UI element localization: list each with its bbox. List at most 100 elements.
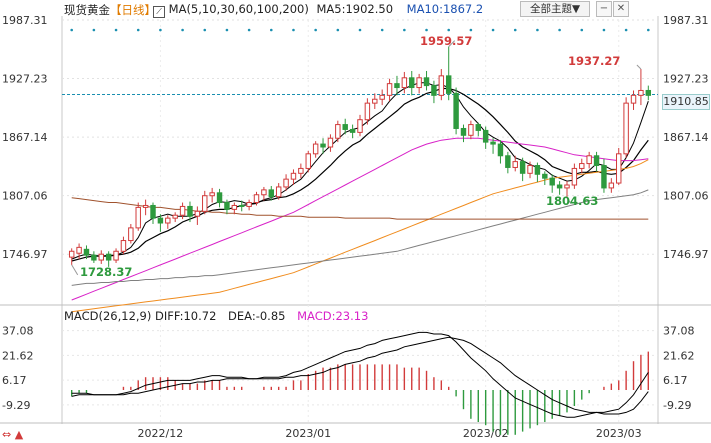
event-dot bbox=[380, 28, 384, 32]
candle-body bbox=[209, 192, 215, 197]
event-dot bbox=[136, 28, 140, 32]
event-dot bbox=[403, 28, 406, 32]
candle-body bbox=[394, 83, 400, 89]
candle-body bbox=[268, 189, 275, 198]
event-dot bbox=[580, 28, 584, 32]
candle-body bbox=[601, 165, 607, 189]
candle-body bbox=[379, 94, 385, 100]
macd-ytick-right: 37.08 bbox=[663, 325, 695, 338]
instrument-name: 现货黄金 bbox=[64, 3, 110, 17]
candle-body bbox=[401, 77, 408, 89]
candle-body bbox=[645, 89, 652, 96]
high-marker-1 bbox=[448, 40, 456, 47]
candle-body bbox=[165, 217, 171, 224]
main-ytick-left: 1927.23 bbox=[2, 73, 48, 86]
candle-body bbox=[623, 102, 629, 155]
annotation-low-1: 1728.37 bbox=[80, 265, 133, 279]
annotation-low-2: 1804.63 bbox=[546, 194, 599, 208]
macd-ytick-right: -9.29 bbox=[663, 399, 691, 412]
ma-line-ma60 bbox=[71, 159, 649, 313]
ma10-value: MA10:1867.2 bbox=[406, 2, 484, 16]
event-dot bbox=[92, 28, 96, 32]
macd-legend: MACD(26,12,9) DIFF:10.72 DEA:-0.85 MACD:… bbox=[64, 309, 368, 323]
macd-ytick-left: 37.08 bbox=[2, 325, 34, 338]
candle-body bbox=[113, 250, 119, 261]
macd-ytick-right: 6.17 bbox=[663, 374, 688, 387]
main-ytick-right: 1987.31 bbox=[663, 14, 709, 27]
candle-body bbox=[261, 189, 267, 196]
candle-body bbox=[549, 177, 555, 186]
candle-body bbox=[409, 77, 415, 89]
main-ytick-left: 1746.97 bbox=[2, 248, 48, 261]
candle-body bbox=[542, 173, 548, 179]
event-dot bbox=[269, 28, 273, 32]
candle-body bbox=[342, 124, 348, 130]
candle-body bbox=[283, 178, 289, 188]
low-marker-2 bbox=[566, 197, 572, 204]
candle-body bbox=[616, 153, 622, 184]
annotation-high-1: 1959.57 bbox=[420, 34, 473, 48]
candle-body bbox=[608, 182, 615, 189]
candle-body bbox=[505, 155, 511, 168]
bottom-nav-icons[interactable]: ⇔ ▲ bbox=[2, 428, 24, 441]
candle-body bbox=[320, 143, 326, 148]
candle-body bbox=[91, 254, 97, 261]
close-button[interactable]: ✕ bbox=[613, 1, 629, 17]
candle-body bbox=[312, 143, 319, 155]
theme-dropdown-button[interactable]: 全部主题▼ bbox=[520, 1, 590, 17]
candle-body bbox=[246, 202, 252, 207]
candle-body bbox=[327, 137, 334, 148]
candle-body bbox=[527, 165, 533, 174]
macd-value: MACD:23.13 bbox=[297, 309, 369, 323]
candle-body bbox=[305, 153, 311, 169]
main-ytick-left: 1867.14 bbox=[2, 131, 48, 144]
ma-params: MA(5,10,30,60,100,200) bbox=[168, 2, 309, 16]
candle-body bbox=[202, 195, 208, 212]
candle-body bbox=[298, 167, 304, 174]
candle-body bbox=[586, 155, 592, 165]
event-dot bbox=[536, 28, 539, 32]
macd-ytick-left: 6.17 bbox=[2, 374, 27, 387]
event-dot bbox=[181, 28, 184, 32]
macd-diff: DIFF:10.72 bbox=[155, 309, 217, 323]
macd-dea: DEA:-0.85 bbox=[228, 309, 286, 323]
main-ytick-left: 1807.06 bbox=[2, 190, 48, 203]
period-label[interactable]: 【日线】 bbox=[110, 3, 156, 17]
candle-body bbox=[290, 172, 297, 180]
xtick-label: 2023/03 bbox=[596, 427, 642, 440]
macd-line-dea bbox=[71, 336, 649, 415]
ma-line-ma10 bbox=[71, 87, 649, 262]
candle-body bbox=[128, 227, 134, 242]
main-ytick-right: 1867.14 bbox=[663, 131, 709, 144]
candle-body bbox=[239, 204, 245, 207]
candle-body bbox=[231, 204, 238, 210]
minimize-button[interactable]: − bbox=[596, 1, 612, 17]
ma-legend: ⟋ MA(5,10,30,60,100,200) MA5:1902.50 MA1… bbox=[153, 2, 483, 18]
event-dot bbox=[159, 28, 162, 32]
main-ytick-left: 1987.31 bbox=[2, 14, 48, 27]
candle-body bbox=[224, 202, 230, 210]
candle-body bbox=[275, 186, 282, 198]
ma-legend-icon[interactable]: ⟋ bbox=[153, 6, 165, 18]
xtick-label: 2023/02 bbox=[463, 427, 509, 440]
low-marker-1 bbox=[71, 264, 79, 276]
candle-body bbox=[423, 77, 430, 87]
main-ytick-right: 1746.97 bbox=[663, 248, 709, 261]
candle-body bbox=[431, 85, 437, 96]
candle-body bbox=[216, 192, 223, 204]
candle-body bbox=[638, 89, 644, 96]
event-dot bbox=[491, 28, 495, 32]
high-marker-2 bbox=[636, 64, 642, 70]
candle-body bbox=[438, 75, 445, 96]
candle-body bbox=[512, 161, 518, 168]
event-dot bbox=[624, 28, 628, 32]
candle-body bbox=[482, 129, 489, 143]
candle-body bbox=[335, 124, 341, 139]
macd-params: MACD(26,12,9) bbox=[64, 309, 152, 323]
candle-body bbox=[98, 253, 104, 261]
main-ytick-right: 1927.23 bbox=[663, 73, 709, 86]
candle-body bbox=[579, 163, 585, 169]
macd-line-diff bbox=[71, 331, 649, 418]
xtick-label: 2022/12 bbox=[138, 427, 184, 440]
